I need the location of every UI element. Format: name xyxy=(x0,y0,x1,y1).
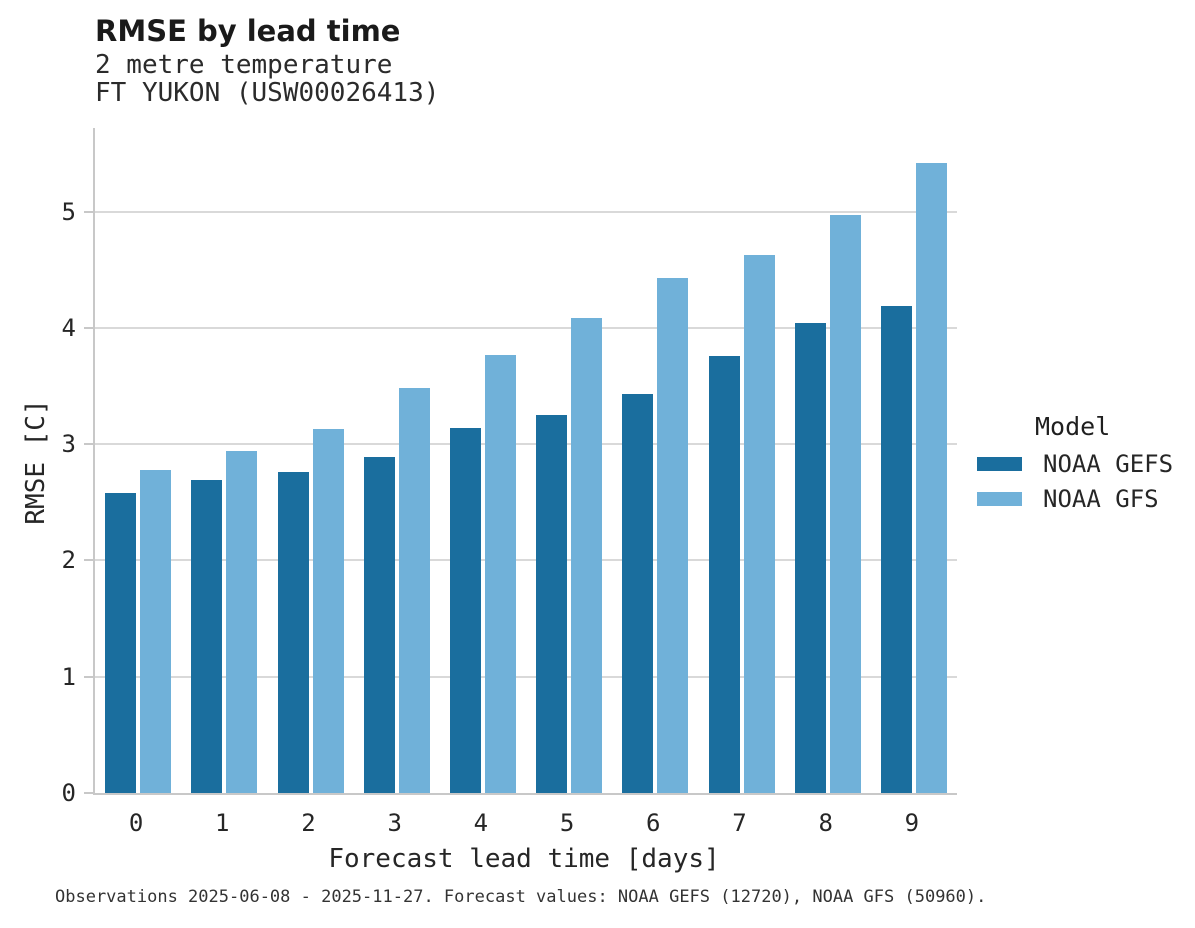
x-axis-label: Forecast lead time [days] xyxy=(328,844,720,874)
y-tick-label-1: 1 xyxy=(61,662,76,691)
y-tick-mark-4 xyxy=(84,326,93,329)
chart-title: RMSE by lead time xyxy=(95,14,401,48)
y-tick-label-4: 4 xyxy=(61,313,76,342)
gridline-y-1 xyxy=(95,675,957,678)
plot-area xyxy=(93,128,957,795)
bar-noaa-gfs-5 xyxy=(571,317,603,793)
bar-noaa-gfs-0 xyxy=(140,469,172,793)
x-tick-label-0: 0 xyxy=(128,809,144,837)
chart-subtitle-station: FT YUKON (USW00026413) xyxy=(95,78,440,108)
bar-noaa-gefs-4 xyxy=(449,427,481,793)
bar-noaa-gefs-9 xyxy=(880,305,912,793)
gridline-y-4 xyxy=(95,326,957,329)
bar-noaa-gefs-1 xyxy=(191,480,223,793)
bar-noaa-gfs-9 xyxy=(915,162,947,793)
x-tick-label-5: 5 xyxy=(559,809,575,837)
y-tick-label-2: 2 xyxy=(61,546,76,575)
bar-noaa-gfs-1 xyxy=(226,451,258,793)
y-tick-label-0: 0 xyxy=(61,779,76,807)
bar-noaa-gfs-8 xyxy=(829,215,861,793)
x-tick-label-7: 7 xyxy=(732,809,747,837)
legend-label-noaa-gefs: NOAA GEFS xyxy=(1043,450,1174,478)
y-tick-mark-5 xyxy=(84,210,93,213)
bar-noaa-gefs-5 xyxy=(536,415,568,793)
bar-noaa-gefs-0 xyxy=(105,493,137,793)
x-tick-label-8: 8 xyxy=(818,809,833,837)
chart-subtitle-variable: 2 metre temperature xyxy=(95,50,393,80)
legend-swatch-noaa-gefs xyxy=(977,457,1022,471)
legend-label-noaa-gfs: NOAA GFS xyxy=(1043,485,1159,513)
x-tick-label-9: 9 xyxy=(904,809,920,837)
x-tick-label-2: 2 xyxy=(301,809,316,837)
bar-noaa-gefs-3 xyxy=(363,457,395,793)
gridline-y-5 xyxy=(95,210,957,213)
y-tick-label-5: 5 xyxy=(61,197,76,226)
y-tick-mark-2 xyxy=(84,559,93,562)
x-tick-label-3: 3 xyxy=(387,809,402,837)
bar-noaa-gefs-7 xyxy=(708,355,740,793)
bar-noaa-gfs-4 xyxy=(484,354,516,793)
x-tick-label-4: 4 xyxy=(473,809,489,837)
footer-caption: Observations 2025-06-08 - 2025-11-27. Fo… xyxy=(55,887,987,907)
y-tick-label-3: 3 xyxy=(61,430,76,459)
bar-noaa-gfs-3 xyxy=(398,388,430,793)
legend-title: Model xyxy=(1035,412,1111,441)
x-tick-label-1: 1 xyxy=(215,809,230,837)
bar-noaa-gefs-6 xyxy=(622,394,654,793)
y-tick-mark-1 xyxy=(84,675,93,678)
gridline-y-3 xyxy=(95,443,957,446)
bar-noaa-gfs-7 xyxy=(743,254,775,793)
x-tick-label-6: 6 xyxy=(646,809,661,837)
gridline-y-2 xyxy=(95,559,957,562)
bar-noaa-gefs-2 xyxy=(277,472,309,793)
y-tick-mark-3 xyxy=(84,443,93,446)
bar-noaa-gfs-2 xyxy=(312,429,344,793)
y-tick-mark-0 xyxy=(84,792,93,794)
legend-swatch-noaa-gfs xyxy=(977,492,1022,506)
bar-noaa-gfs-6 xyxy=(657,277,689,793)
y-axis-label: RMSE [C] xyxy=(21,399,51,525)
bar-noaa-gefs-8 xyxy=(794,323,826,793)
